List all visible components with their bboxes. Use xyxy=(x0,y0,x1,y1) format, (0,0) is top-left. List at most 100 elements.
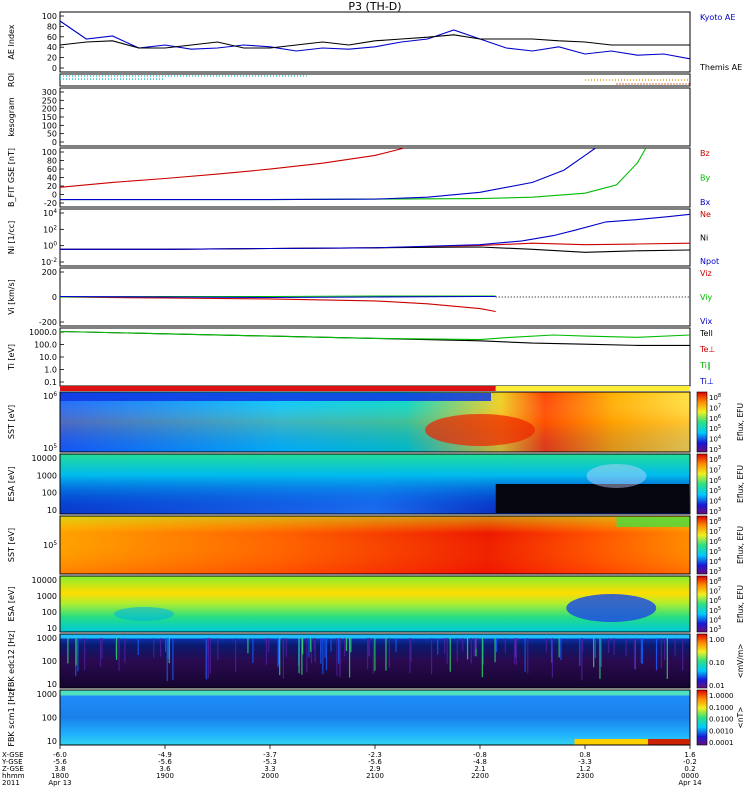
legend-ti-0: Tell xyxy=(699,329,713,338)
legend-vi-2: Vix xyxy=(700,317,713,326)
colorbar-label-esa_elec: Eflux, EFU xyxy=(736,585,745,623)
colorbar-tick-sst_elec: 106 xyxy=(709,537,721,546)
xaxis-row-label: X-GSE xyxy=(2,751,24,759)
fbk-e-striation xyxy=(209,638,211,674)
legend-ae-0: Kyoto AE xyxy=(700,13,735,22)
sst-ion-hot-region xyxy=(425,414,535,446)
fbk-e-striation xyxy=(385,638,387,671)
ytick-label-esa_elec: 100 xyxy=(42,608,57,617)
ytick-label-esa_elec: 10000 xyxy=(32,576,57,585)
colorbar-tick-fbk_e: 0.10 xyxy=(709,659,725,667)
ytick-label-ni: 102 xyxy=(43,225,57,234)
xaxis-value: -5.6 xyxy=(158,758,172,766)
legend-ni-2: Npot xyxy=(700,257,719,266)
ytick-label-ni: 104 xyxy=(43,209,57,218)
colorbar-tick-fbk_b: 1.0000 xyxy=(709,692,734,700)
colorbar-tick-fbk_b: 0.0001 xyxy=(709,739,734,747)
series-line-ae-1 xyxy=(59,34,690,49)
fbk-e-striation xyxy=(302,638,304,655)
fbk-e-striation xyxy=(348,638,351,678)
legend-ae-1: Themis AE xyxy=(699,63,742,72)
ytick-label-esa_elec: 1000 xyxy=(37,592,57,601)
colorbar-fbk_b xyxy=(696,689,708,746)
xaxis-value: 2200 xyxy=(471,772,489,780)
xaxis-value: 0.8 xyxy=(579,751,590,759)
ytick-label-ti: 1000.0 xyxy=(29,328,57,337)
xaxis-value: 1.2 xyxy=(579,765,590,773)
colorbar-sst_ion xyxy=(696,391,708,453)
fbk-e-striation xyxy=(625,638,627,657)
colorbar-tick-esa_ion: 105 xyxy=(709,486,721,495)
series-line-ni-2 xyxy=(60,213,691,250)
colorbar-tick-esa_ion: 104 xyxy=(709,497,721,506)
fbk-b-top-band xyxy=(60,690,690,696)
ytick-label-esa_elec: 10 xyxy=(47,624,57,633)
fbk-e-striation xyxy=(579,638,581,666)
colorbar-label-fbk_e: <mV/m> xyxy=(736,644,745,679)
xaxis-value: -4.8 xyxy=(473,758,487,766)
ytick-label-fbk_b: 10 xyxy=(47,737,57,746)
ytick-label-esa_ion: 10 xyxy=(47,506,57,515)
fbk-e-striation xyxy=(84,638,86,671)
ytick-label-kesogram: 50 xyxy=(47,130,57,139)
colorbar-tick-sst_elec: 108 xyxy=(709,517,721,526)
fbk-e-striation xyxy=(282,638,284,654)
ytick-label-ae: 40 xyxy=(47,43,57,52)
ytick-label-kesogram: 150 xyxy=(42,113,57,122)
colorbar-tick-esa_elec: 106 xyxy=(709,596,721,605)
xaxis-row-label: Y-GSE xyxy=(1,758,23,766)
fbk-e-striation xyxy=(410,638,412,662)
colorbar-tick-sst_ion: 103 xyxy=(709,445,721,454)
ytick-label-ti: 100.0 xyxy=(34,341,57,350)
ylabel-ae: AE Index xyxy=(7,24,16,59)
ytick-label-bfit: 80 xyxy=(47,157,57,166)
xaxis-value: 2000 xyxy=(261,772,279,780)
legend-bfit-1: By xyxy=(700,174,710,183)
xaxis-value: 2.9 xyxy=(369,765,380,773)
esa-elec-blue-patch xyxy=(566,594,657,622)
ytick-label-ti: 10.0 xyxy=(39,353,57,362)
fbk-e-striation xyxy=(437,638,439,655)
ylabel-esa_ion: ESA [eV] xyxy=(7,467,16,502)
ytick-label-ti: 0.1 xyxy=(44,378,57,387)
fbk-e-striation xyxy=(640,638,642,664)
ytick-label-kesogram: 300 xyxy=(42,88,57,97)
ytick-label-ni: 10-2 xyxy=(41,258,57,267)
colorbar-tick-fbk_e: 0.01 xyxy=(709,682,725,690)
colorbar-label-sst_ion: Eflux, EFU xyxy=(736,403,745,441)
ytick-label-ni: 100 xyxy=(43,242,57,251)
xaxis-value: 1800 xyxy=(51,772,69,780)
fbk-e-striation xyxy=(252,638,254,664)
fbk-b-yellow-corner xyxy=(574,739,648,745)
fbk-e-striation xyxy=(551,638,553,678)
fbk-e-striation xyxy=(613,638,615,655)
ylabel-vi: Vi [km/s] xyxy=(7,279,16,315)
fbk-e-striation xyxy=(481,638,483,678)
colorbar-label-esa_ion: Eflux, EFU xyxy=(736,465,745,503)
colorbar-tick-fbk_b: 0.1000 xyxy=(709,704,734,712)
ytick-label-sst_ion: 106 xyxy=(43,392,57,401)
fbk-e-striation xyxy=(660,638,662,668)
ytick-label-bfit: 60 xyxy=(47,165,57,174)
fbk-e-striation xyxy=(279,638,281,676)
fbk-e-striation xyxy=(205,638,208,680)
fbk-e-striation xyxy=(322,638,324,675)
fbk-e-striation xyxy=(285,638,287,657)
fbk-e-striation xyxy=(298,638,300,674)
legend-ti-2: Ti∥ xyxy=(699,361,711,370)
fbk-e-striation xyxy=(325,638,328,671)
fbk-e-striation xyxy=(374,638,376,671)
fbk-e-striation xyxy=(446,638,448,664)
fbk-e-striation xyxy=(310,638,313,664)
xaxis-value: -3.3 xyxy=(578,758,592,766)
fbk-e-striation xyxy=(600,638,602,667)
fbk-e-striation xyxy=(641,638,644,665)
fbk-e-striation xyxy=(301,638,303,675)
ytick-label-ti: 1.0 xyxy=(44,366,57,375)
ytick-label-fbk_b: 1000 xyxy=(37,690,57,699)
panel-frame-kesogram xyxy=(59,87,691,147)
fbk-e-striation xyxy=(168,638,170,664)
fbk-e-striation xyxy=(172,638,174,681)
fbk-e-striation xyxy=(118,638,120,649)
ytick-label-vi: 0 xyxy=(52,293,57,302)
